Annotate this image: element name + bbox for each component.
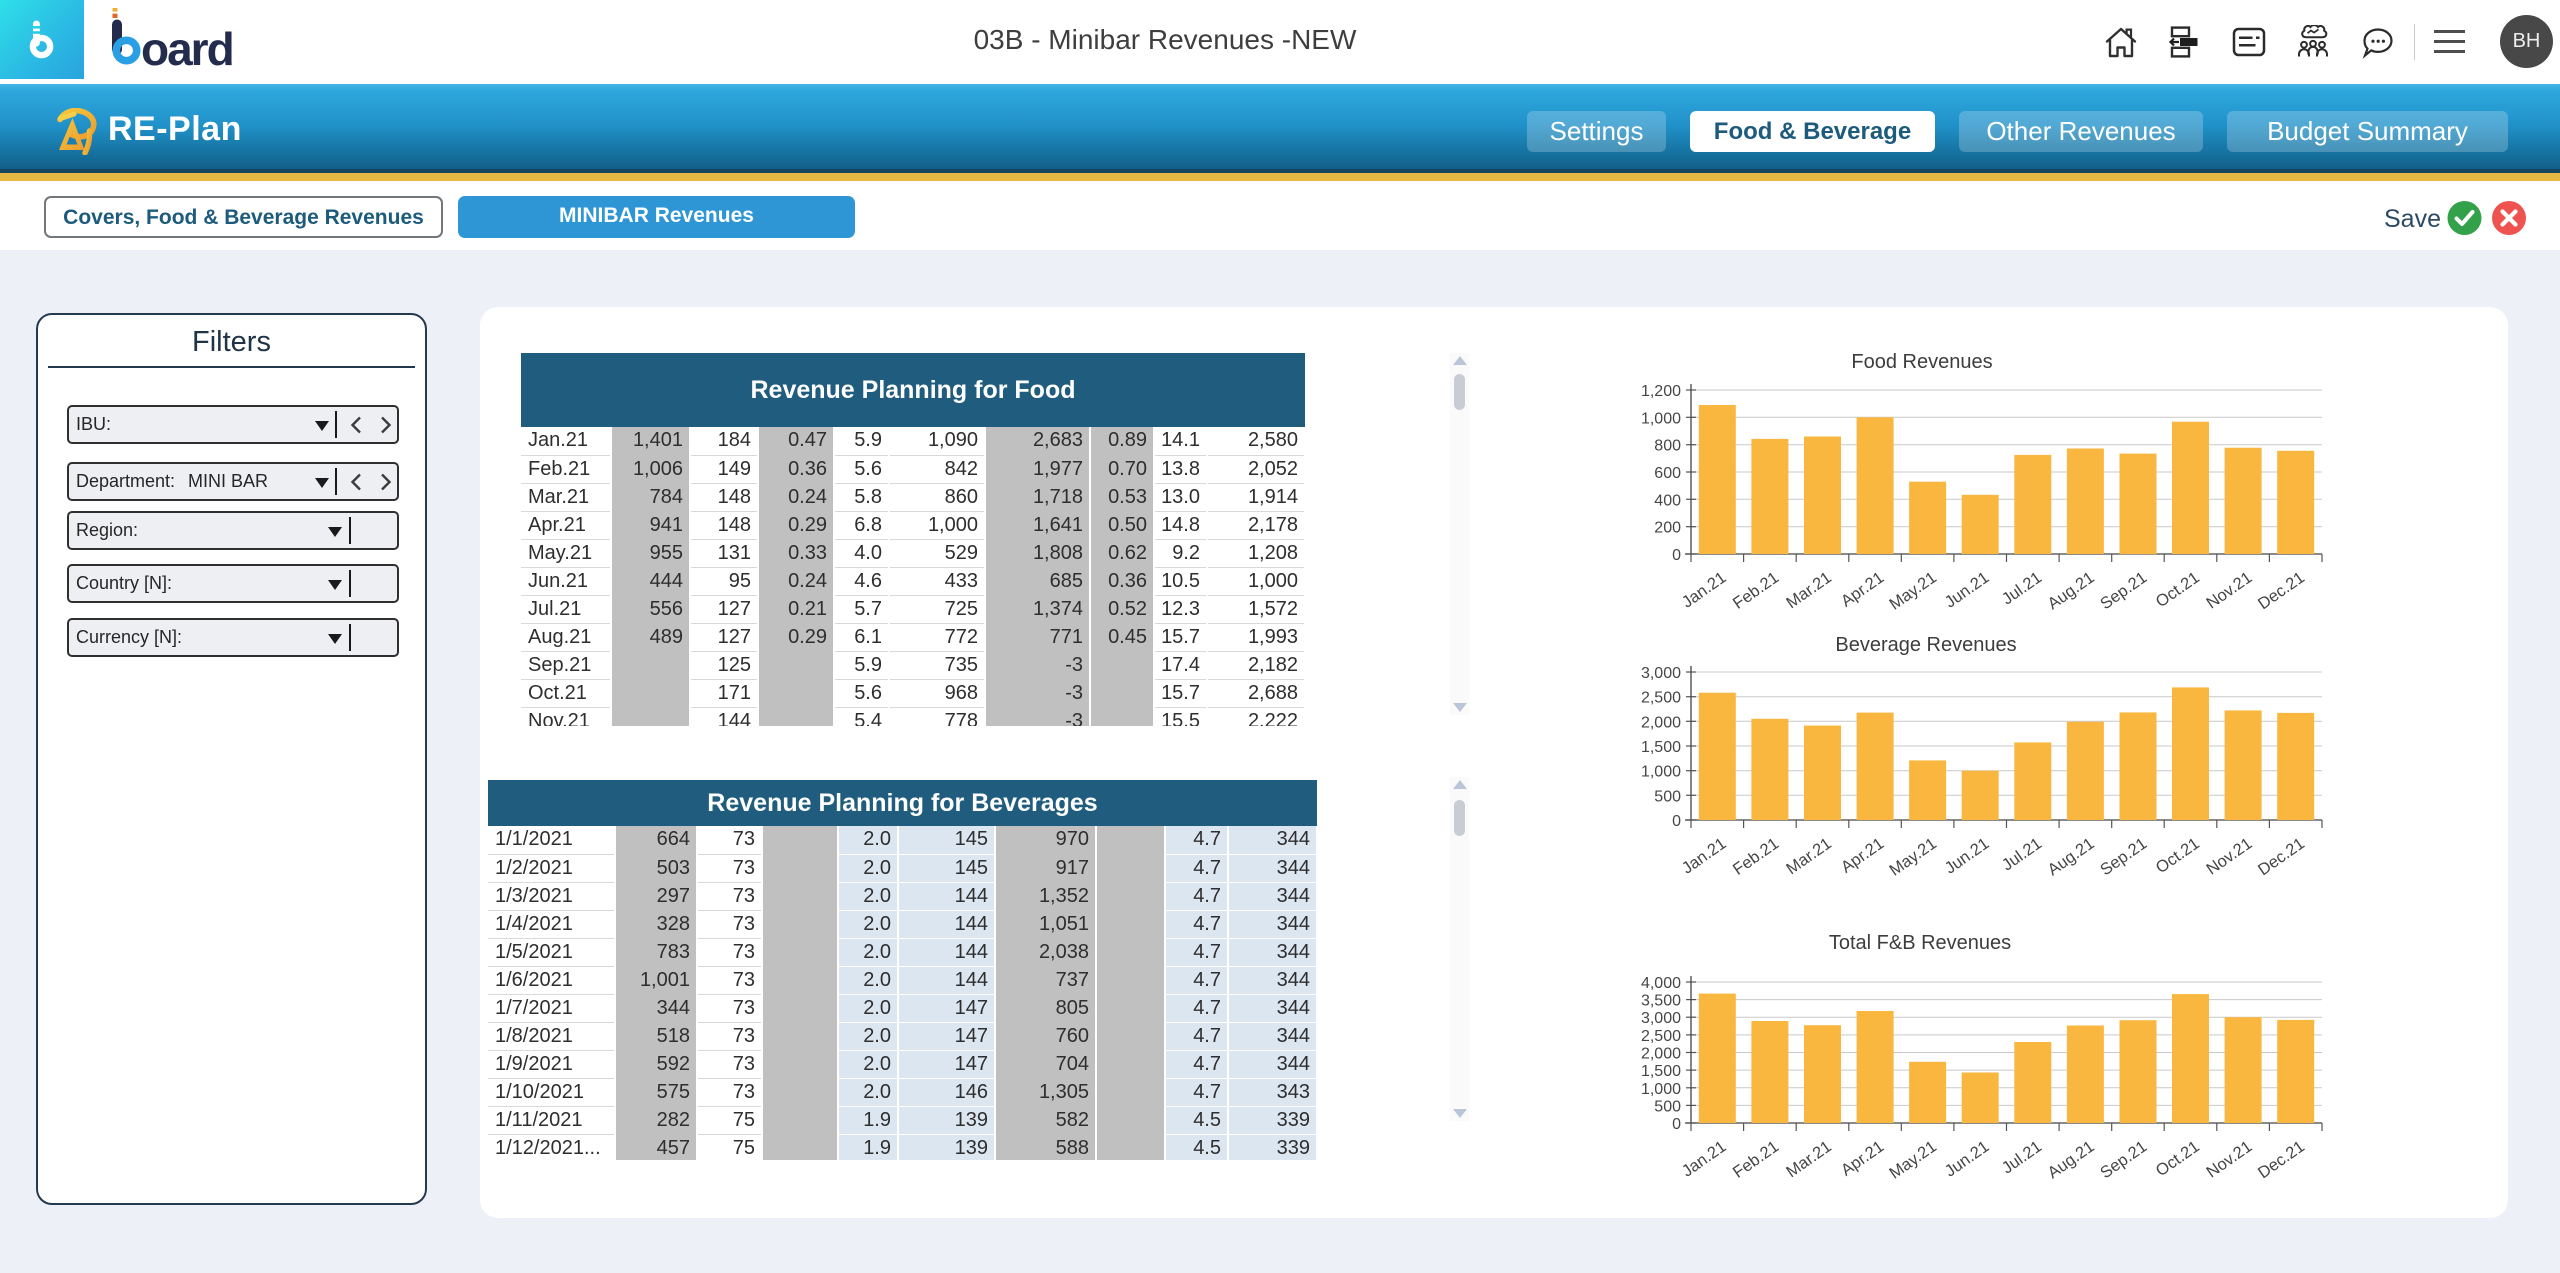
svg-text:Oct.21: Oct.21 bbox=[2153, 1138, 2203, 1181]
svg-text:200: 200 bbox=[1654, 520, 1681, 537]
svg-text:Aug.21: Aug.21 bbox=[2045, 569, 2098, 614]
svg-text:1,000: 1,000 bbox=[1641, 410, 1681, 427]
svg-text:Aug.21: Aug.21 bbox=[2045, 835, 2098, 880]
svg-text:oard: oard bbox=[141, 23, 233, 72]
svg-text:Sep.21: Sep.21 bbox=[2097, 569, 2150, 614]
svg-text:Aug.21: Aug.21 bbox=[2045, 1138, 2098, 1183]
svg-text:Dec.21: Dec.21 bbox=[2255, 569, 2308, 614]
svg-text:Jan.21: Jan.21 bbox=[1679, 569, 1730, 612]
svg-text:Mar.21: Mar.21 bbox=[1783, 835, 1835, 879]
svg-text:0: 0 bbox=[1672, 813, 1681, 830]
svg-text:Jan.21: Jan.21 bbox=[1679, 1138, 1730, 1181]
svg-text:Sep.21: Sep.21 bbox=[2097, 1138, 2150, 1183]
svg-text:3,500: 3,500 bbox=[1641, 993, 1681, 1010]
svg-text:Apr.21: Apr.21 bbox=[1838, 1138, 1887, 1180]
svg-text:3,000: 3,000 bbox=[1641, 665, 1681, 682]
svg-text:Mar.21: Mar.21 bbox=[1783, 569, 1835, 613]
svg-text:2,000: 2,000 bbox=[1641, 1046, 1681, 1063]
svg-text:3,000: 3,000 bbox=[1641, 1010, 1681, 1027]
svg-text:Jul.21: Jul.21 bbox=[1999, 569, 2045, 609]
svg-text:1,000: 1,000 bbox=[1641, 1081, 1681, 1098]
svg-text:800: 800 bbox=[1654, 438, 1681, 455]
svg-text:Nov.21: Nov.21 bbox=[2203, 569, 2255, 613]
svg-text:Dec.21: Dec.21 bbox=[2255, 835, 2308, 880]
svg-text:0: 0 bbox=[1672, 547, 1681, 564]
svg-text:Food Revenues: Food Revenues bbox=[1851, 351, 1992, 373]
svg-text:4,000: 4,000 bbox=[1641, 975, 1681, 992]
svg-text:Jan.21: Jan.21 bbox=[1679, 835, 1730, 878]
svg-text:Nov.21: Nov.21 bbox=[2203, 1138, 2255, 1182]
svg-text:Feb.21: Feb.21 bbox=[1730, 835, 1782, 879]
svg-text:500: 500 bbox=[1654, 788, 1681, 805]
svg-text:Total F&B Revenues: Total F&B Revenues bbox=[1829, 932, 2011, 954]
svg-text:Jun.21: Jun.21 bbox=[1942, 569, 1993, 612]
svg-text:Apr.21: Apr.21 bbox=[1838, 569, 1887, 611]
svg-text:Apr.21: Apr.21 bbox=[1838, 835, 1887, 877]
svg-text:May.21: May.21 bbox=[1886, 569, 1940, 614]
svg-text:Feb.21: Feb.21 bbox=[1730, 569, 1782, 613]
svg-text:Jul.21: Jul.21 bbox=[1999, 1138, 2045, 1178]
svg-text:Dec.21: Dec.21 bbox=[2255, 1138, 2308, 1183]
svg-text:Beverage Revenues: Beverage Revenues bbox=[1835, 634, 2016, 656]
svg-text:Sep.21: Sep.21 bbox=[2097, 835, 2150, 880]
svg-text:1,000: 1,000 bbox=[1641, 764, 1681, 781]
svg-text:May.21: May.21 bbox=[1886, 1138, 1940, 1183]
svg-text:400: 400 bbox=[1654, 492, 1681, 509]
svg-text:500: 500 bbox=[1654, 1098, 1681, 1115]
svg-text:Jul.21: Jul.21 bbox=[1999, 835, 2045, 875]
svg-text:2,500: 2,500 bbox=[1641, 1028, 1681, 1045]
svg-text:2,500: 2,500 bbox=[1641, 690, 1681, 707]
svg-text:May.21: May.21 bbox=[1886, 835, 1940, 880]
svg-text:Oct.21: Oct.21 bbox=[2153, 835, 2203, 878]
svg-text:600: 600 bbox=[1654, 465, 1681, 482]
svg-text:Jun.21: Jun.21 bbox=[1942, 1138, 1993, 1181]
svg-text:Jun.21: Jun.21 bbox=[1942, 835, 1993, 878]
svg-text:Oct.21: Oct.21 bbox=[2153, 569, 2203, 612]
svg-text:2,000: 2,000 bbox=[1641, 714, 1681, 731]
svg-text:Nov.21: Nov.21 bbox=[2203, 835, 2255, 879]
svg-text:1,500: 1,500 bbox=[1641, 739, 1681, 756]
svg-text:1,200: 1,200 bbox=[1641, 383, 1681, 400]
svg-text:Mar.21: Mar.21 bbox=[1783, 1138, 1835, 1182]
svg-text:0: 0 bbox=[1672, 1116, 1681, 1133]
svg-text:1,500: 1,500 bbox=[1641, 1063, 1681, 1080]
svg-text:Feb.21: Feb.21 bbox=[1730, 1138, 1782, 1182]
